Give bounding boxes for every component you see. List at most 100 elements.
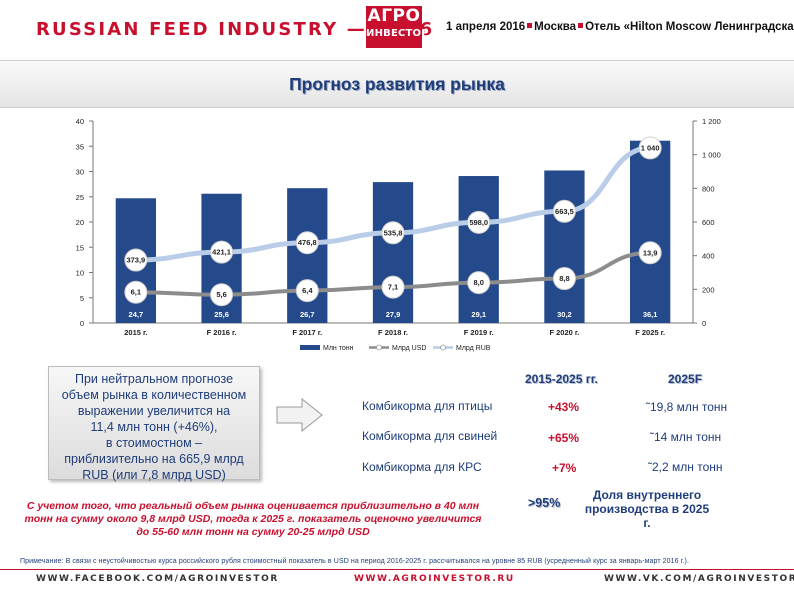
logo-line2: ИНВЕСТОР [366, 28, 429, 39]
table-row-volume: ˜19,8 млн тонн [646, 400, 728, 414]
rub-series-value-label: 663,5 [555, 207, 574, 216]
usd-series-point [381, 275, 405, 299]
table-row-volume: ˜14 млн тонн [650, 430, 722, 444]
right-axis-tick-label: 600 [702, 218, 715, 227]
usd-series-point [467, 271, 491, 295]
bar-value-label: 36,1 [643, 310, 658, 319]
legend-label: Млн тонн [323, 345, 354, 352]
legend-label: Млрд RUB [456, 345, 491, 352]
rub-series-value-label: 1 040 [641, 143, 660, 152]
legend-swatch-marker [440, 344, 446, 351]
rub-series-point [467, 210, 491, 234]
table-row-name: Комбикорма для свиней [362, 429, 498, 443]
usd-series-value-label: 6,1 [131, 288, 141, 297]
bar [458, 176, 499, 323]
rub-series-value-label: 476,8 [298, 238, 317, 247]
right-axis-tick-label: 800 [702, 184, 715, 193]
x-axis-category-label: F 2018 г. [378, 328, 408, 337]
domestic-share-value: >95% [528, 496, 561, 510]
usd-series-value-label: 8,0 [473, 278, 483, 287]
x-axis-category-label: F 2017 г. [292, 328, 322, 337]
legend-label: Млрд USD [392, 345, 426, 352]
facebook-link[interactable]: WWW.FACEBOOK.COM/AGROINVESTOR [36, 574, 279, 584]
usd-series-value-label: 13,9 [643, 248, 658, 257]
left-axis-tick-label: 35 [76, 142, 84, 151]
bar-value-label: 26,7 [300, 310, 315, 319]
right-axis-tick-label: 400 [702, 252, 715, 261]
right-axis-tick-label: 200 [702, 285, 715, 294]
usd-series-value-label: 5,6 [216, 290, 226, 299]
rub-series-point [210, 240, 234, 264]
legend-swatch-bar [300, 345, 320, 350]
conference-title: RUSSIAN FEED INDUSTRY — 2016 [36, 19, 435, 40]
footer-divider [0, 569, 794, 570]
x-axis-category-label: F 2016 г. [207, 328, 237, 337]
rub-series-point [552, 199, 576, 223]
left-axis-tick-label: 15 [76, 243, 84, 252]
x-axis-category-label: F 2019 г. [464, 328, 494, 337]
vk-link[interactable]: WWW.VK.COM/AGROINVESTOR [604, 574, 794, 584]
currency-footnote: Примечание: В связи с неустойчивостью ку… [20, 558, 690, 565]
rub-series-point [381, 221, 405, 245]
rub-series-point [124, 248, 148, 272]
forecast-summary-box: При нейтральном прогнозе объем рынка в к… [48, 366, 260, 482]
website-link[interactable]: WWW.AGROINVESTOR.RU [354, 574, 515, 584]
bar-value-label: 30,2 [557, 310, 572, 319]
x-axis-category-label: F 2025 г. [635, 328, 665, 337]
separator-square-icon [578, 23, 584, 29]
left-axis-tick-label: 20 [76, 218, 84, 227]
legend-swatch-marker [376, 344, 382, 351]
table-row-name: Комбикорма для птицы [362, 399, 493, 413]
left-axis-tick-label: 0 [80, 319, 84, 328]
rub-series-value-label: 373,9 [126, 256, 145, 265]
x-axis-category-label: 2015 г. [124, 328, 147, 337]
agroinvestor-logo[interactable]: АГРО ИНВЕСТОР [366, 6, 429, 48]
rub-series-value-label: 598,0 [469, 218, 488, 227]
table-row-growth: +43% [548, 400, 580, 414]
usd-series-value-label: 7,1 [388, 283, 398, 292]
rub-series-point [638, 136, 662, 160]
title-banner [0, 60, 794, 108]
usd-series-point [210, 283, 234, 307]
domestic-share-label: Доля внутреннего производства в 2025 г. [584, 488, 710, 530]
header: RUSSIAN FEED INDUSTRY — 2016 АГРО ИНВЕСТ… [0, 0, 794, 58]
period-column-header: 2015-2025 гг. [525, 372, 598, 386]
table-row-volume: ˜2,2 млн тонн [648, 460, 723, 474]
bar [630, 140, 671, 323]
logo-line1: АГРО [367, 6, 421, 26]
usd-series-point [124, 280, 148, 304]
usd-series-value-label: 6,4 [302, 286, 313, 295]
bar [372, 182, 414, 323]
usd-series-point [295, 279, 319, 303]
right-axis-tick-label: 0 [702, 319, 706, 328]
bar-value-label: 25,6 [214, 310, 229, 319]
right-axis-tick-label: 1 200 [702, 117, 721, 126]
bar [544, 170, 585, 323]
event-info: 1 апреля 2016 Москва Отель «Hilton Moscow … [446, 21, 794, 33]
bar-value-label: 24,7 [129, 310, 144, 319]
left-axis-tick-label: 25 [76, 193, 84, 202]
bar [287, 188, 328, 323]
table-row-growth: +7% [552, 461, 577, 475]
rub-series-value-label: 421,1 [212, 248, 231, 257]
event-venue: Отель «Hilton Moscow Ленинградская» [585, 21, 794, 33]
left-axis-tick-label: 10 [76, 269, 84, 278]
table-row-growth: +65% [548, 431, 580, 445]
right-axis-tick-label: 1 000 [702, 151, 721, 160]
separator-square-icon [527, 23, 533, 29]
event-date: 1 апреля 2016 [446, 21, 526, 33]
forecast-column-header: 2025F [668, 372, 703, 386]
usd-series-point [638, 241, 662, 265]
bar-value-label: 27,9 [386, 310, 401, 319]
rub-series-point [295, 231, 319, 255]
bar-value-label: 29,1 [471, 310, 486, 319]
usd-series-value-label: 8,8 [559, 274, 569, 283]
left-axis-tick-label: 30 [76, 168, 84, 177]
left-axis-tick-label: 5 [80, 294, 84, 303]
market-estimate-note: С учетом того, что реальный объем рынка … [24, 500, 482, 538]
slide-title: Прогноз развития рынка [289, 74, 505, 94]
usd-series-point [552, 267, 576, 291]
event-city: Москва [534, 21, 577, 33]
table-row-name: Комбикорма для КРС [362, 460, 482, 474]
